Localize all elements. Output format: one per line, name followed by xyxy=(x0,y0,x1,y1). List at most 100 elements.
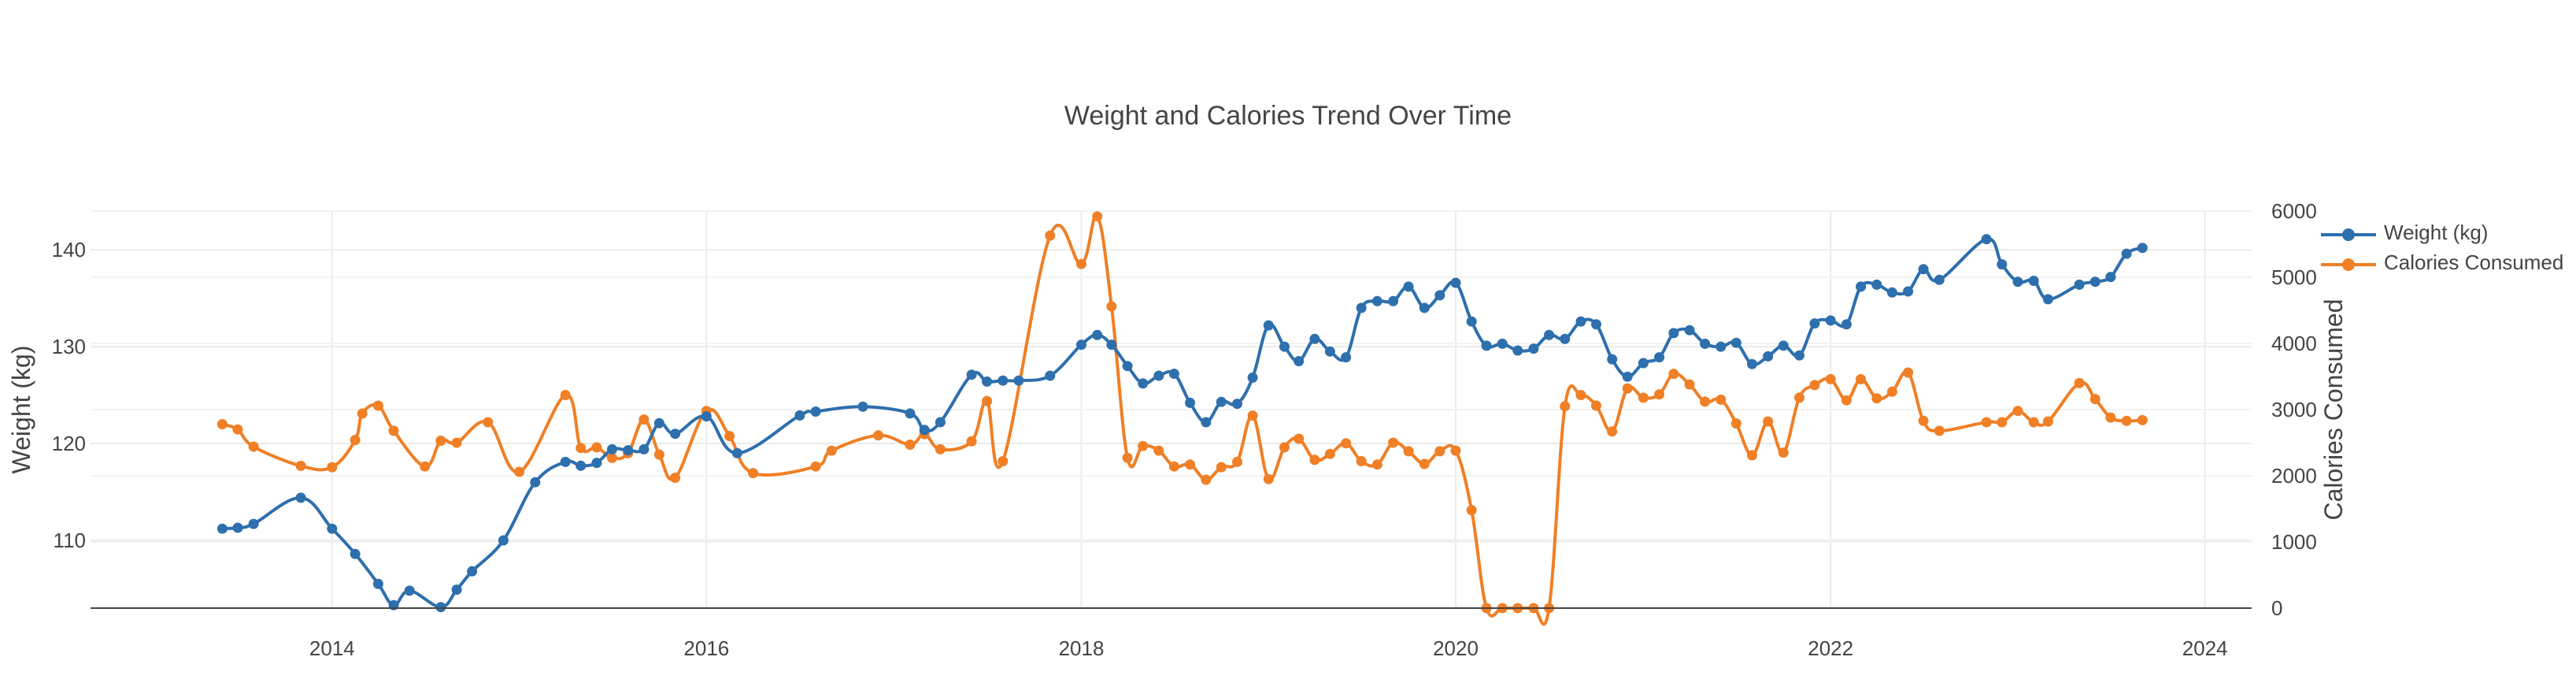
weight-data-point xyxy=(467,566,478,577)
legend-swatch-weight xyxy=(2321,228,2376,241)
calories-data-point xyxy=(1045,230,1056,241)
calories-data-point xyxy=(1918,415,1929,426)
weight-data-point xyxy=(1168,369,1179,379)
calories-data-point xyxy=(483,417,494,428)
weight-series-line xyxy=(222,237,2143,609)
weight-data-point xyxy=(1466,316,1477,327)
weight-data-point xyxy=(2137,243,2148,254)
weight-data-point xyxy=(1263,320,1274,331)
calories-data-point xyxy=(1841,395,1852,406)
calories-data-point xyxy=(1730,418,1741,429)
legend-swatch-calories xyxy=(2321,258,2376,271)
calories-data-point xyxy=(327,462,338,473)
calories-data-point xyxy=(1575,390,1586,400)
calories-data-point xyxy=(1201,474,1212,485)
weight-data-point xyxy=(701,411,712,422)
weight-data-point xyxy=(2089,276,2100,288)
weight-data-point xyxy=(794,410,805,421)
weight-data-point xyxy=(857,401,868,412)
weight-data-point xyxy=(982,376,993,387)
calories-data-point xyxy=(560,390,571,400)
weight-data-point xyxy=(1654,352,1665,363)
legend[interactable]: Weight (kg) Calories Consumed xyxy=(2321,219,2576,279)
series-layer xyxy=(217,211,2148,626)
weight-data-point xyxy=(935,417,946,428)
y2-tick-label: 6000 xyxy=(2271,199,2317,223)
calories-data-point xyxy=(2074,377,2085,388)
calories-data-point xyxy=(1153,445,1164,456)
y2-tick-label: 1000 xyxy=(2271,530,2317,554)
x-tick-label: 2016 xyxy=(683,636,729,660)
weight-data-point xyxy=(1591,319,1601,330)
weight-data-point xyxy=(248,518,259,529)
weight-data-point xyxy=(1575,316,1586,327)
calories-data-point xyxy=(1294,433,1305,444)
calories-data-point xyxy=(1607,426,1618,437)
weight-data-point xyxy=(2074,279,2085,290)
calories-data-point xyxy=(966,436,977,447)
weight-data-point xyxy=(591,458,602,469)
weight-data-point xyxy=(1279,341,1290,352)
weight-data-point xyxy=(1997,259,2008,270)
calories-data-point xyxy=(2089,394,2100,405)
calories-data-point xyxy=(295,460,306,471)
calories-data-point xyxy=(2121,415,2132,426)
weight-data-point xyxy=(1607,354,1618,365)
calories-data-point xyxy=(1809,380,1820,391)
weight-data-point xyxy=(1434,290,1445,301)
calories-data-point xyxy=(1856,373,1867,384)
weight-data-point xyxy=(1886,287,1897,298)
calories-data-point xyxy=(1560,401,1571,412)
weight-data-point xyxy=(1201,417,1212,428)
calories-data-point xyxy=(1591,400,1601,411)
calories-data-point xyxy=(997,456,1009,466)
calories-data-point xyxy=(1185,459,1196,470)
calories-data-point xyxy=(2042,416,2053,427)
y-tick-label: 110 xyxy=(54,529,86,552)
weight-data-point xyxy=(1934,274,1945,285)
weight-data-point xyxy=(1153,370,1164,381)
calories-data-point xyxy=(2028,417,2039,428)
weight-data-point xyxy=(327,523,338,534)
axis-layer: 2014 2016 2018 2020 2022 2024 110 120 130 140 0 100… xyxy=(7,199,2348,660)
weight-data-point xyxy=(2042,294,2053,305)
calories-data-point xyxy=(1122,452,1133,463)
weight-data-point xyxy=(623,445,634,456)
y2-axis-title: Calories Consumed xyxy=(2319,299,2348,520)
calories-data-point xyxy=(1356,456,1367,466)
weight-data-point xyxy=(1045,370,1056,381)
calories-data-point xyxy=(1638,392,1649,403)
weight-data-point xyxy=(1092,329,1103,340)
weight-data-point xyxy=(1841,319,1852,330)
calories-data-point xyxy=(1668,369,1679,380)
calories-data-point xyxy=(1450,445,1461,456)
weight-data-point xyxy=(1232,399,1242,410)
weight-data-point xyxy=(1809,318,1820,329)
weight-data-point xyxy=(1388,295,1399,306)
calories-data-point xyxy=(2137,414,2148,425)
calories-data-point xyxy=(1715,394,1727,405)
calories-data-point xyxy=(576,443,587,454)
calories-data-point xyxy=(826,445,837,456)
weight-data-point xyxy=(2028,276,2039,286)
weight-data-point xyxy=(1497,338,1508,349)
calories-data-point xyxy=(905,440,916,450)
calories-data-point xyxy=(810,461,821,472)
calories-data-point xyxy=(451,437,462,448)
calories-data-point xyxy=(350,435,361,446)
legend-item-weight[interactable]: Weight (kg) xyxy=(2321,219,2576,249)
x-tick-label: 2024 xyxy=(2182,636,2228,660)
legend-item-calories[interactable]: Calories Consumed xyxy=(2321,249,2576,279)
weight-data-point xyxy=(1871,279,1882,290)
calories-data-point xyxy=(1341,438,1352,449)
y2-tick-label: 2000 xyxy=(2271,464,2317,488)
weight-data-point xyxy=(1512,345,1523,356)
weight-data-point xyxy=(1560,333,1571,344)
calories-data-point xyxy=(1981,417,1992,428)
weight-data-point xyxy=(295,492,306,503)
calories-data-point xyxy=(1778,447,1789,458)
calories-data-point xyxy=(1092,211,1103,222)
weight-data-point xyxy=(1730,337,1741,348)
weight-data-point xyxy=(1247,372,1258,383)
calories-data-point xyxy=(591,442,602,453)
